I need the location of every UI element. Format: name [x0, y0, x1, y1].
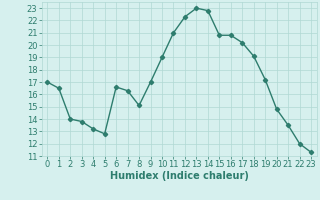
X-axis label: Humidex (Indice chaleur): Humidex (Indice chaleur) [110, 171, 249, 181]
